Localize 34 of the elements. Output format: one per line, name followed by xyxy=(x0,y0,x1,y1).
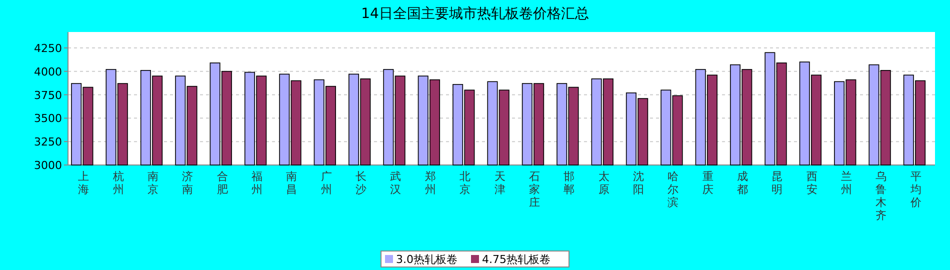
x-tick-label: 兰州 xyxy=(841,170,852,196)
x-tick-label: 哈尔滨 xyxy=(668,170,679,209)
x-tick-label: 郑州 xyxy=(424,170,436,196)
x-tick-label: 石家庄 xyxy=(528,170,540,209)
x-tick-label: 长沙 xyxy=(356,170,367,196)
x-tick-label: 太原 xyxy=(598,170,610,196)
x-tick-label: 重庆 xyxy=(702,170,714,196)
x-tick-label: 南京 xyxy=(147,170,158,196)
y-tick-label: 4250 xyxy=(34,42,62,55)
x-tick-label: 天津 xyxy=(494,170,506,196)
x-tick-label: 福州 xyxy=(252,170,263,196)
x-tick-label: 乌鲁木齐 xyxy=(876,170,887,222)
legend-label: 3.0热轧板卷 xyxy=(396,253,458,266)
x-tick-label: 北京 xyxy=(460,170,471,196)
x-tick-label: 杭州 xyxy=(112,170,124,196)
x-tick-label: 沈阳 xyxy=(632,170,644,196)
x-tick-label: 西安 xyxy=(806,170,818,196)
x-tick-label: 广州 xyxy=(320,170,332,196)
y-tick-label: 3500 xyxy=(34,112,62,126)
y-tick-label: 3000 xyxy=(34,159,62,172)
x-tick-label: 邯郸 xyxy=(564,170,575,196)
legend-label: 4.75热轧板卷 xyxy=(482,253,550,266)
y-tick-label: 3250 xyxy=(34,136,62,149)
x-tick-label: 上海 xyxy=(78,170,90,196)
x-tick-label: 平均价 xyxy=(909,170,922,209)
x-tick-label: 昆明 xyxy=(772,170,783,196)
y-tick-label: 4000 xyxy=(34,65,62,78)
chart-title: 14日全国主要城市热轧板卷价格汇总 xyxy=(361,6,589,22)
y-tick-label: 3750 xyxy=(34,88,62,102)
x-tick-label: 济南 xyxy=(182,170,194,196)
x-tick-label: 合肥 xyxy=(216,170,228,196)
x-tick-label: 南昌 xyxy=(286,170,298,196)
x-tick-label: 武汉 xyxy=(390,170,402,196)
x-tick-label: 成都 xyxy=(737,170,748,196)
